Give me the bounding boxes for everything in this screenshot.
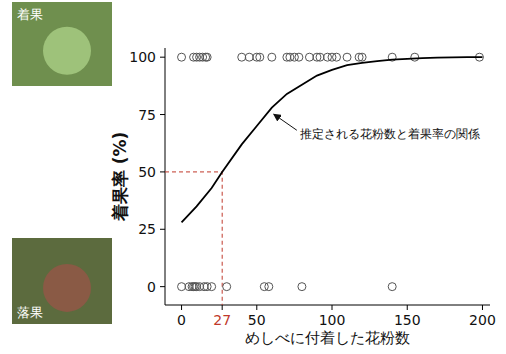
data-point — [290, 53, 298, 61]
y-tick-label: 100 — [129, 49, 156, 65]
photo-fruit — [43, 264, 91, 312]
data-point — [305, 53, 313, 61]
y-tick-label: 0 — [147, 279, 156, 295]
x-axis — [165, 305, 490, 306]
y-tick — [160, 171, 165, 172]
photo-label: 着果 — [17, 7, 43, 22]
data-point — [208, 283, 216, 291]
data-point — [178, 53, 186, 61]
y-tick — [160, 114, 165, 115]
data-point — [260, 283, 268, 291]
data-point — [265, 283, 273, 291]
data-point — [203, 53, 211, 61]
data-point — [358, 53, 366, 61]
data-point — [295, 53, 303, 61]
photo-fruit — [43, 27, 91, 75]
data-point — [333, 53, 341, 61]
x-tick-label: 0 — [177, 312, 186, 328]
chart: 着果落果 0 25 50 75 100 0 27 50 100 150 200 めしべに付着した花粉数 着… — [0, 0, 506, 354]
data-point — [223, 283, 231, 291]
data-point — [328, 53, 336, 61]
x-tick — [407, 305, 408, 310]
reference-line — [165, 172, 222, 305]
y-tick — [160, 229, 165, 230]
y-tick-label: 50 — [138, 164, 156, 180]
photo-label: 落果 — [17, 305, 43, 320]
y-axis — [165, 48, 166, 305]
data-point — [238, 53, 246, 61]
x-tick-label: 50 — [248, 312, 266, 328]
x-tick-label: 200 — [469, 312, 496, 328]
photo-bg — [12, 2, 112, 86]
plot-area — [165, 53, 483, 305]
fit-curve — [182, 57, 483, 222]
x-tick — [332, 305, 333, 310]
y-tick-label: 25 — [138, 221, 156, 237]
data-point — [316, 53, 324, 61]
data-point — [411, 53, 419, 61]
data-point — [286, 53, 294, 61]
x-axis-title: めしべに付着した花粉数 — [245, 329, 410, 347]
y-axis-title: 着果率 (%) — [110, 132, 130, 223]
data-point — [388, 283, 396, 291]
data-point — [245, 53, 253, 61]
photo: 着果 — [12, 2, 112, 86]
y-tick — [160, 57, 165, 58]
photo: 落果 — [12, 238, 112, 324]
data-point — [203, 283, 211, 291]
x-tick — [256, 305, 257, 310]
data-point — [256, 53, 264, 61]
annotation: 推定される花粉数と着果率の関係 — [300, 127, 480, 141]
x-tick-label: 100 — [319, 312, 346, 328]
x-tick — [482, 305, 483, 310]
data-point — [343, 53, 351, 61]
x-tick-label: 27 — [213, 312, 231, 328]
data-point — [196, 283, 204, 291]
annotation-arrow — [274, 114, 297, 130]
data-point — [268, 53, 276, 61]
x-tick — [222, 305, 223, 310]
y-tick — [160, 286, 165, 287]
photo-bg — [12, 238, 112, 324]
x-tick-label: 150 — [394, 312, 421, 328]
data-point — [298, 283, 306, 291]
x-tick — [181, 305, 182, 310]
data-point — [178, 283, 186, 291]
y-tick-label: 75 — [138, 107, 156, 123]
data-point — [324, 53, 332, 61]
